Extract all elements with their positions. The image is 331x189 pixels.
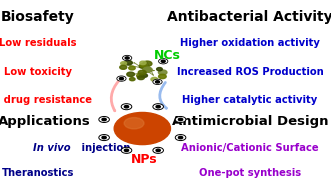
Text: Increased ROS Production: Increased ROS Production: [176, 67, 323, 77]
Circle shape: [102, 118, 106, 121]
Circle shape: [137, 74, 144, 78]
Circle shape: [159, 74, 166, 79]
Circle shape: [140, 61, 146, 65]
Text: Higher catalytic activity: Higher catalytic activity: [182, 95, 317, 105]
Text: Anionic/Cationic Surface: Anionic/Cationic Surface: [181, 143, 319, 153]
Text: Applications: Applications: [0, 115, 91, 128]
FancyArrowPatch shape: [111, 81, 119, 111]
Circle shape: [124, 118, 144, 129]
Circle shape: [102, 136, 106, 139]
Circle shape: [122, 55, 132, 61]
Circle shape: [117, 76, 126, 81]
Text: Low residuals: Low residuals: [0, 39, 77, 48]
Circle shape: [178, 136, 183, 139]
Circle shape: [137, 76, 144, 80]
Circle shape: [121, 62, 126, 65]
Circle shape: [151, 77, 158, 81]
Circle shape: [175, 135, 186, 141]
Circle shape: [119, 77, 123, 80]
Circle shape: [156, 81, 160, 83]
Circle shape: [156, 149, 160, 152]
Circle shape: [121, 104, 132, 110]
Circle shape: [156, 105, 160, 108]
Circle shape: [138, 70, 146, 75]
Text: NCs: NCs: [154, 49, 181, 62]
Text: Theranostics: Theranostics: [2, 168, 74, 178]
Text: Antibacterial Activity: Antibacterial Activity: [167, 10, 331, 24]
Circle shape: [139, 64, 146, 68]
Circle shape: [142, 74, 148, 77]
Circle shape: [129, 66, 135, 70]
Text: Low toxicity: Low toxicity: [4, 67, 72, 77]
Circle shape: [99, 135, 110, 141]
Text: injection: injection: [78, 143, 130, 153]
Circle shape: [153, 104, 164, 110]
Circle shape: [140, 64, 146, 67]
FancyArrowPatch shape: [160, 82, 166, 108]
Circle shape: [99, 116, 110, 122]
Circle shape: [153, 147, 164, 153]
Circle shape: [127, 72, 134, 77]
Circle shape: [178, 118, 183, 121]
Circle shape: [175, 116, 186, 122]
Circle shape: [159, 70, 167, 75]
Circle shape: [153, 79, 162, 84]
Text: In vivo: In vivo: [33, 143, 71, 153]
Text: No drug resistance: No drug resistance: [0, 95, 92, 105]
Text: Biosafety: Biosafety: [1, 10, 75, 24]
Circle shape: [120, 65, 127, 69]
Circle shape: [121, 147, 132, 153]
Circle shape: [159, 59, 168, 64]
Text: NPs: NPs: [131, 153, 157, 166]
Circle shape: [124, 105, 129, 108]
Circle shape: [125, 57, 129, 59]
Circle shape: [143, 67, 151, 72]
Circle shape: [157, 67, 162, 71]
Text: One-pot synthesis: One-pot synthesis: [199, 168, 301, 178]
Circle shape: [143, 61, 152, 66]
Circle shape: [114, 112, 170, 145]
Circle shape: [161, 60, 165, 62]
Text: Antimicrobial Design: Antimicrobial Design: [172, 115, 328, 128]
Circle shape: [124, 60, 132, 65]
Text: Higher oxidation activity: Higher oxidation activity: [180, 39, 320, 48]
Circle shape: [143, 67, 152, 72]
Circle shape: [124, 149, 129, 152]
Circle shape: [129, 77, 135, 81]
